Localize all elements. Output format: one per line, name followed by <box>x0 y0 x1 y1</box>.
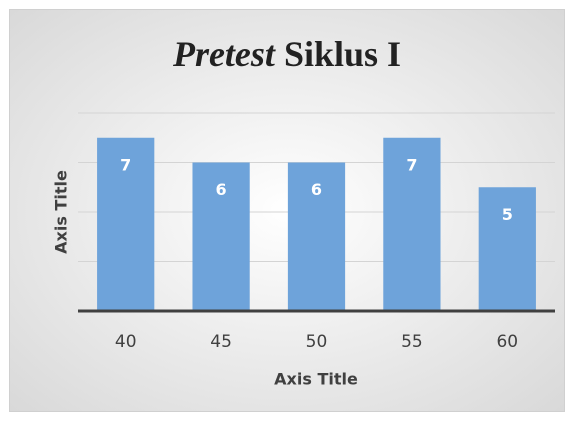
data-label: 6 <box>216 180 227 199</box>
chart-title: Pretest Siklus I <box>172 34 401 74</box>
x-tick-label: 55 <box>401 332 423 352</box>
y-axis-title: Axis Title <box>52 170 71 254</box>
x-axis-title: Axis Title <box>274 370 358 389</box>
data-label: 6 <box>311 180 322 199</box>
x-tick-label: 60 <box>496 332 518 352</box>
bar <box>192 162 250 311</box>
x-tick-label: 45 <box>210 332 232 352</box>
data-label: 7 <box>406 155 417 174</box>
title-part: Pretest <box>172 34 276 74</box>
title-part: Siklus I <box>284 34 401 74</box>
bar <box>287 162 346 311</box>
data-label: 5 <box>502 205 513 224</box>
x-tick-label: 50 <box>306 332 328 352</box>
bar <box>97 137 155 311</box>
bar <box>383 137 441 311</box>
x-tick-label: 40 <box>115 332 137 352</box>
bar <box>478 187 536 311</box>
data-label: 7 <box>120 155 131 174</box>
